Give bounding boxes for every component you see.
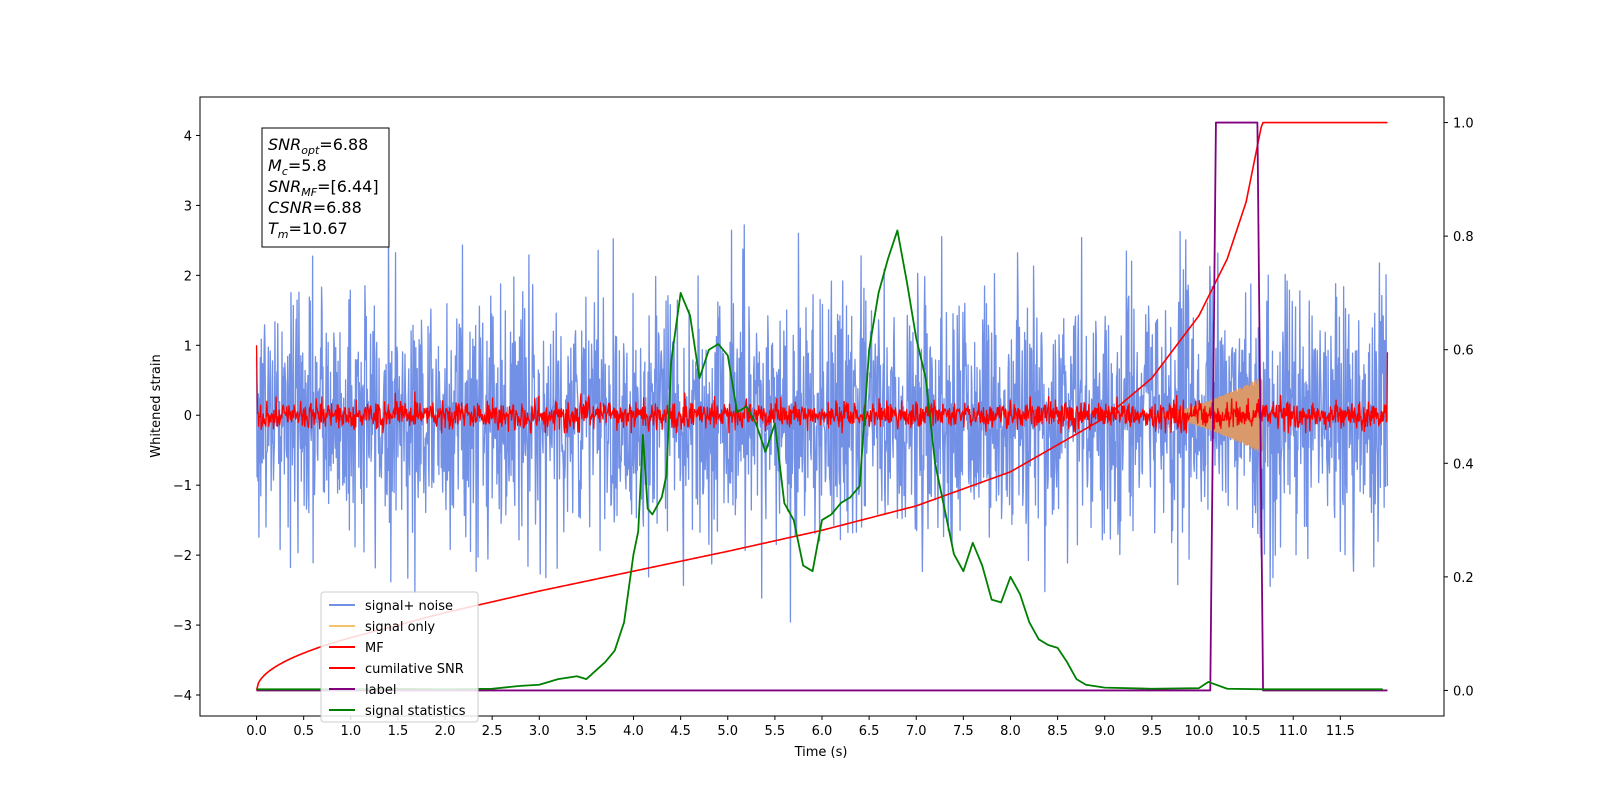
x-tick-label: 7.0 bbox=[906, 724, 927, 739]
x-axis: 0.0 0.5 1.0 1.5 2.0 2.5 3.0 3.5 4.0 4.5 5.0 5.5 6.0 6… bbox=[246, 716, 1355, 739]
y-tick-label: 1 bbox=[184, 339, 192, 354]
x-tick-label: 3.5 bbox=[576, 724, 597, 739]
x-tick-label: 1.5 bbox=[388, 724, 409, 739]
y2-tick-label: 1.0 bbox=[1453, 117, 1474, 132]
x-tick-label: 1.0 bbox=[340, 724, 361, 739]
annotation-line: Tm=10.67 bbox=[268, 219, 348, 241]
y-tick-label: 3 bbox=[184, 199, 192, 214]
y-axis-right: 1.0 0.8 0.6 0.4 0.2 0.0 bbox=[1444, 117, 1474, 699]
x-tick-label: 11.0 bbox=[1279, 724, 1308, 739]
legend-entry: label bbox=[365, 683, 396, 698]
legend-entry: MF bbox=[365, 641, 384, 656]
series-signal-statistics-line bbox=[256, 229, 1383, 691]
y2-tick-label: 0.8 bbox=[1453, 230, 1474, 245]
x-tick-label: 8.5 bbox=[1047, 724, 1068, 739]
x-tick-label: 5.5 bbox=[765, 724, 786, 739]
x-tick-label: 2.5 bbox=[482, 724, 503, 739]
legend-frame bbox=[320, 591, 479, 723]
y-tick-label: −1 bbox=[173, 479, 192, 494]
y2-tick-label: 0.0 bbox=[1453, 684, 1474, 699]
y-axis-left: 4 3 2 1 0 −1 −2 −3 −4 bbox=[173, 129, 200, 704]
annotation-line: Mc=5.8 bbox=[268, 156, 327, 178]
x-tick-label: 4.5 bbox=[670, 724, 691, 739]
legend-entry: cumilative SNR bbox=[365, 662, 464, 677]
legend-entry: signal statistics bbox=[365, 704, 466, 719]
x-tick-label: 10.0 bbox=[1184, 724, 1213, 739]
x-tick-label: 3.0 bbox=[529, 724, 550, 739]
x-tick-label: 7.5 bbox=[953, 724, 974, 739]
x-tick-label: 8.0 bbox=[1000, 724, 1021, 739]
x-tick-label: 0.5 bbox=[293, 724, 314, 739]
y2-tick-label: 0.6 bbox=[1453, 344, 1474, 359]
y-tick-label: 0 bbox=[184, 409, 192, 424]
x-tick-label: 11.5 bbox=[1326, 724, 1355, 739]
annotation-line: SNRMF=[6.44] bbox=[268, 177, 379, 199]
y-axis-label: Whitened strain bbox=[149, 354, 164, 457]
x-tick-label: 2.0 bbox=[435, 724, 456, 739]
legend-entry: signal only bbox=[365, 620, 435, 635]
x-tick-label: 4.0 bbox=[623, 724, 644, 739]
x-tick-label: 9.0 bbox=[1094, 724, 1115, 739]
annotation-line: CSNR=6.88 bbox=[268, 198, 362, 217]
x-tick-label: 0.0 bbox=[246, 724, 267, 739]
y-tick-label: 4 bbox=[184, 129, 192, 144]
x-tick-label: 6.5 bbox=[859, 724, 880, 739]
series-label-line bbox=[256, 121, 1388, 692]
y-tick-label: −2 bbox=[173, 549, 192, 564]
x-tick-label: 6.0 bbox=[812, 724, 833, 739]
y2-tick-label: 0.4 bbox=[1453, 457, 1474, 472]
x-axis-label: Time (s) bbox=[794, 745, 848, 760]
x-tick-label: 9.5 bbox=[1142, 724, 1163, 739]
legend: signal+ noise signal only MF cumilative SNR… bbox=[320, 591, 479, 723]
x-tick-label: 10.5 bbox=[1232, 724, 1261, 739]
y-tick-label: −4 bbox=[173, 689, 192, 704]
annotation-frame bbox=[261, 127, 390, 248]
annotation-line: SNRopt=6.88 bbox=[268, 135, 368, 157]
series-mf-line bbox=[255, 345, 1389, 434]
legend-entry: signal+ noise bbox=[365, 599, 453, 614]
y-tick-label: 2 bbox=[184, 269, 192, 284]
x-tick-label: 5.0 bbox=[717, 724, 738, 739]
y-tick-label: −3 bbox=[173, 619, 192, 634]
y2-tick-label: 0.2 bbox=[1453, 571, 1474, 586]
